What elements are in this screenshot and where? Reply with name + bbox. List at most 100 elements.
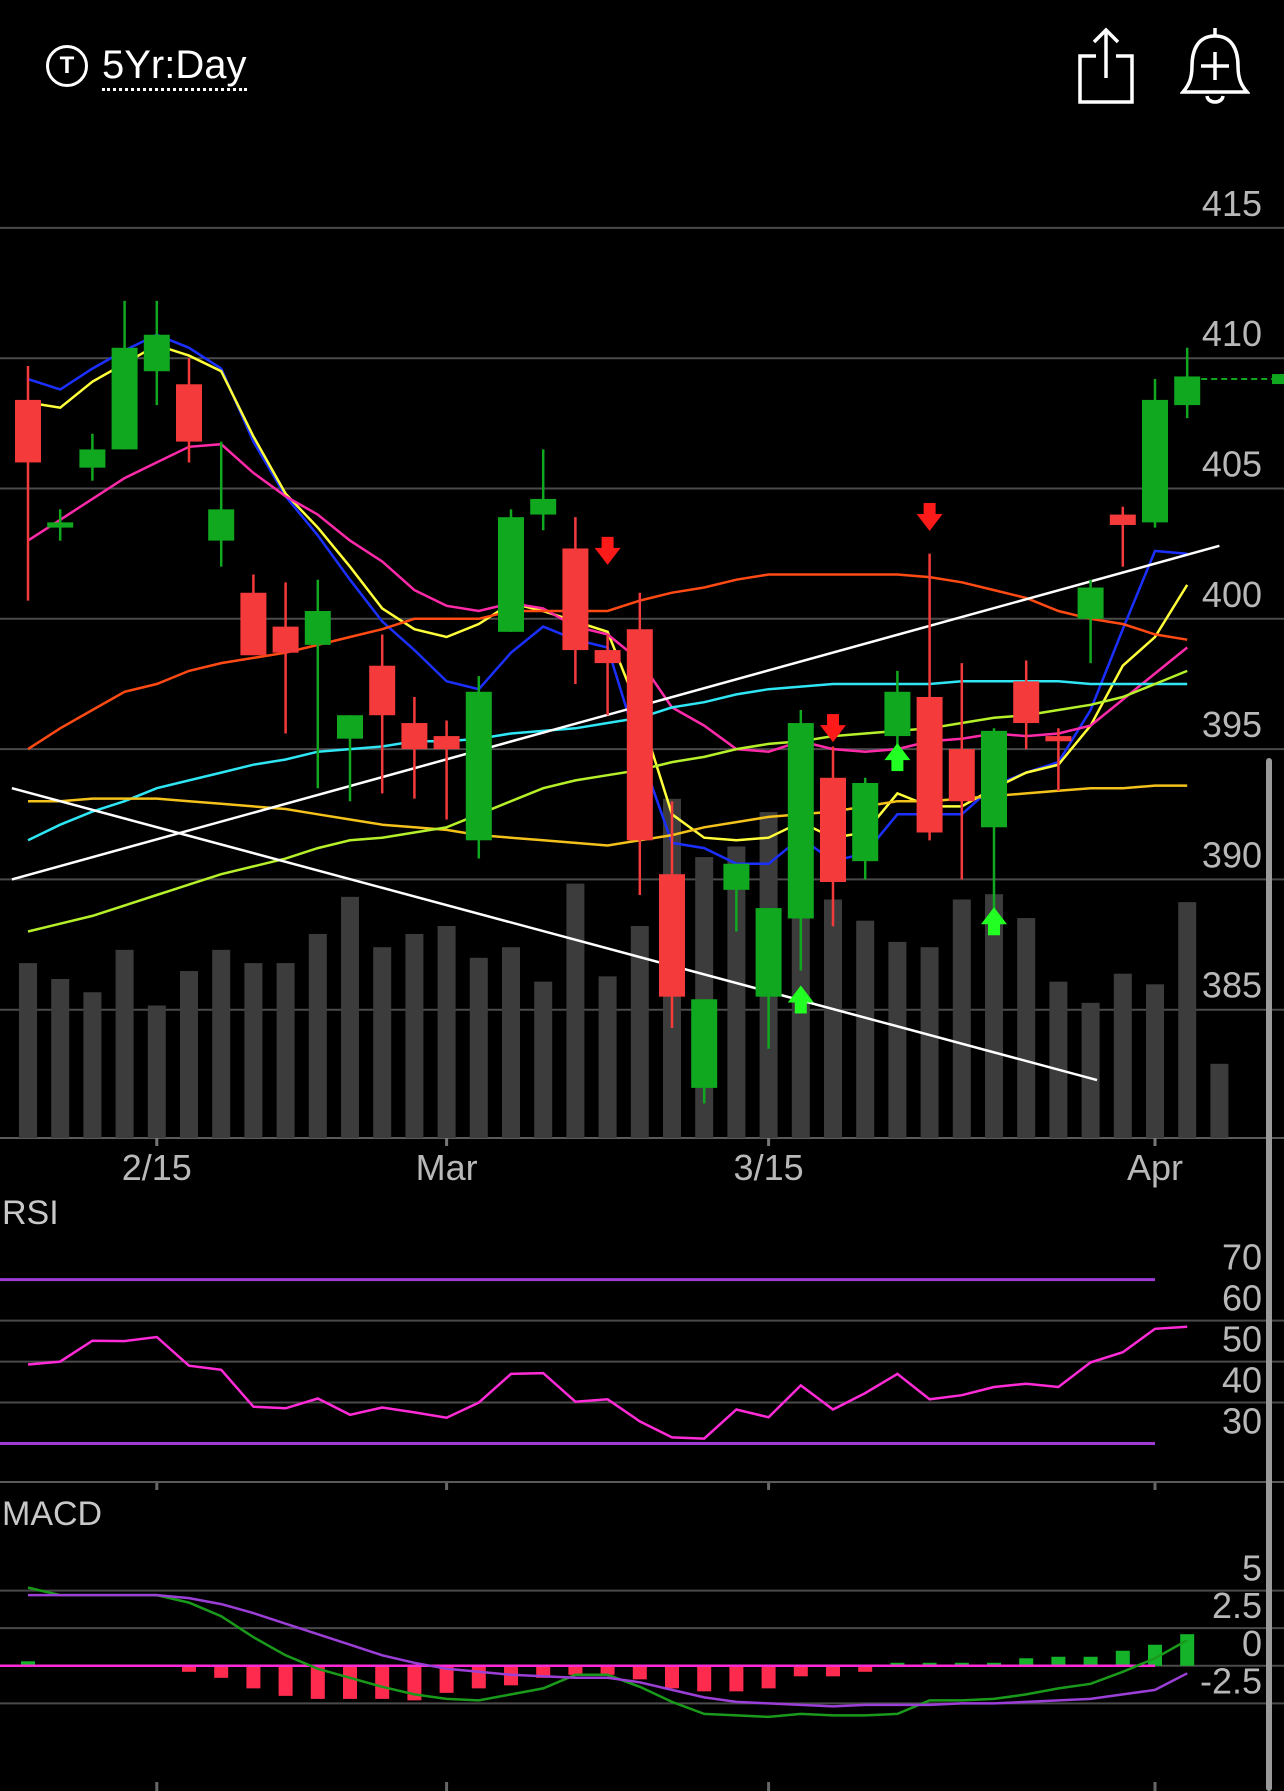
macd-histogram-bar (310, 1665, 325, 1699)
volume-bar (824, 899, 842, 1138)
candle-body (1174, 376, 1201, 406)
candle-body (787, 723, 814, 919)
scrollbar[interactable] (1266, 758, 1272, 1791)
volume-bar (405, 933, 424, 1138)
macd-histogram-bar (826, 1665, 840, 1677)
rsi-tick-label: 60 (1222, 1278, 1262, 1319)
macd-panel: MACD 52.50-2.5 (0, 1495, 1284, 1791)
candle-body (176, 384, 202, 442)
rsi-panel-title: RSI (2, 1194, 59, 1232)
volume-bar (308, 933, 327, 1138)
macd-tick-label: 0 (1242, 1623, 1262, 1664)
volume-bar (1178, 902, 1197, 1138)
sell-arrow-icon (916, 513, 943, 531)
buy-arrow-icon (981, 907, 1007, 925)
sell-arrow-stem (827, 714, 839, 727)
volume-bar (51, 979, 70, 1138)
candle-body (659, 874, 685, 997)
macd-histogram-bar (182, 1665, 196, 1672)
volume-bar (1146, 984, 1164, 1138)
macd-histogram-bar (568, 1665, 583, 1675)
candle-body (594, 650, 621, 664)
price-tick-label: 415 (1202, 183, 1262, 224)
macd-tick-label: 5 (1242, 1548, 1262, 1589)
macd-histogram-bar (729, 1665, 744, 1692)
candle-body (852, 782, 879, 862)
volume-bar (147, 1005, 166, 1138)
rsi-tick-label: 50 (1222, 1319, 1262, 1360)
candle-body (1077, 587, 1104, 619)
macd-histogram-bar (858, 1665, 873, 1672)
candle-body (916, 696, 943, 833)
chart-header: T 5Yr:Day (0, 0, 1284, 140)
volume-bar (180, 971, 198, 1138)
macd-histogram-bar (1051, 1656, 1066, 1666)
macd-histogram-bar (278, 1665, 293, 1696)
volume-bar (1017, 918, 1036, 1138)
buy-arrow-icon (884, 743, 911, 761)
macd-tick-label: -2.5 (1200, 1660, 1262, 1701)
date-tick-label: Mar (416, 1147, 478, 1188)
macd-histogram-bar (600, 1665, 615, 1675)
candle-body (755, 908, 782, 997)
volume-bar (727, 846, 746, 1138)
candle-body (981, 730, 1007, 828)
trendline (11, 544, 1220, 881)
macd-histogram-bar (922, 1662, 937, 1666)
volume-bar (244, 963, 263, 1138)
macd-histogram-bar (1180, 1634, 1195, 1666)
signal-arrows (594, 502, 1007, 1014)
macd-histogram-bar (375, 1665, 390, 1699)
macd-signal-line (28, 1593, 1188, 1708)
time-range-label: 5Yr:Day (102, 42, 247, 91)
moving-average-line (27, 669, 1188, 933)
candle-body (884, 691, 911, 737)
macd-histogram-bar (890, 1662, 905, 1666)
share-button[interactable] (1076, 26, 1136, 106)
volume-bar (469, 957, 488, 1138)
trendlines (11, 544, 1220, 1082)
add-alert-button[interactable] (1180, 24, 1250, 108)
moving-average-line (28, 784, 1188, 847)
candle-body (820, 777, 846, 883)
price-tick-label: 390 (1202, 834, 1262, 875)
volume-bar (1081, 1002, 1100, 1138)
candle-body (143, 334, 170, 372)
candle-body (111, 347, 138, 450)
price-tick-label: 400 (1202, 574, 1262, 615)
vertical-scrollbar-thumb (1266, 758, 1272, 1791)
candle-body (1013, 681, 1040, 724)
volume-bar (83, 992, 102, 1138)
macd-histogram-bar (761, 1665, 776, 1689)
macd-histogram-bar (665, 1665, 679, 1689)
volume-bar (19, 963, 37, 1138)
volume-bar (985, 894, 1003, 1138)
volume-bars (19, 798, 1229, 1138)
volume-bar (1049, 981, 1068, 1138)
buy-arrow-stem (794, 1001, 807, 1014)
macd-histogram-bar (536, 1665, 551, 1678)
candle-body (433, 736, 460, 750)
macd-histogram-bar (697, 1665, 712, 1692)
candle-body (304, 610, 331, 645)
macd-histogram-bar (1019, 1658, 1034, 1666)
buy-arrow-icon (787, 985, 814, 1003)
candle-body (562, 548, 589, 651)
candle-body (1109, 514, 1136, 525)
candle-body (626, 629, 653, 841)
candlesticks[interactable] (15, 300, 1201, 1104)
candle-body (272, 626, 299, 653)
candle-body (530, 498, 557, 515)
macd-histogram-bar (21, 1661, 35, 1666)
share-icon (1078, 27, 1134, 104)
time-range-selector[interactable]: T 5Yr:Day (46, 38, 247, 94)
date-axis: 2/15 Mar 3/15 Apr (122, 1138, 1183, 1188)
rsi-tick-label: 40 (1222, 1360, 1262, 1401)
macd-histogram-bar (793, 1665, 808, 1677)
candle-body (401, 723, 428, 750)
volume-bar (502, 947, 520, 1138)
macd-histogram-bar (343, 1665, 357, 1699)
candle-body (498, 517, 524, 632)
sell-arrow-stem (601, 536, 614, 549)
